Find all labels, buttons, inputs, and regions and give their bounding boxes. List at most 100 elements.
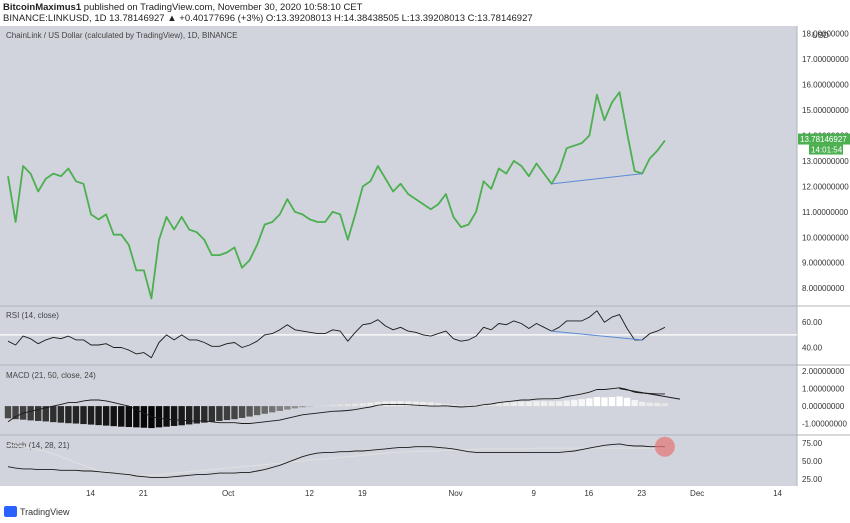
- macd-line: [7, 387, 665, 424]
- x-tick-label-4: 19: [358, 489, 367, 498]
- macd-histogram-bar: [503, 402, 510, 407]
- macd-histogram-bar: [510, 401, 518, 407]
- macd-histogram-bar: [639, 401, 646, 407]
- macd-histogram-bar: [427, 402, 434, 407]
- price-tick-label-4: 12.00000000: [802, 182, 849, 191]
- countdown-badge: [809, 144, 843, 155]
- last-price-badge: [798, 133, 850, 145]
- macd-histogram-bar: [4, 406, 12, 419]
- price-tick-label-0: 8.00000000: [802, 284, 845, 293]
- macd-histogram-bar: [472, 404, 480, 407]
- macd-histogram-bar: [57, 406, 65, 423]
- macd-histogram-bar: [457, 404, 465, 407]
- macd-histogram-bar: [193, 406, 200, 424]
- macd-histogram-bar: [186, 406, 193, 425]
- stoch-tick-label-1: 50.00: [802, 457, 823, 466]
- macd-histogram-bar: [563, 400, 570, 407]
- macd-histogram-bar: [571, 399, 578, 407]
- macd-histogram-bar: [337, 404, 344, 407]
- macd-histogram-bar: [631, 400, 638, 407]
- chart-area[interactable]: ChainLink / US Dollar (calculated by Tra…: [0, 26, 850, 504]
- macd-histogram-bar: [404, 401, 412, 407]
- macd-histogram-bar: [555, 401, 563, 407]
- macd-histogram-bar: [442, 403, 450, 407]
- macd-histogram-bar: [35, 406, 42, 421]
- last-price-label: 13.78146927: [800, 135, 847, 144]
- macd-tick-label-1: 0.00000000: [802, 402, 845, 411]
- x-tick-label-8: 23: [637, 489, 646, 498]
- macd-histogram-bar: [284, 406, 291, 410]
- x-tick-label-7: 16: [584, 489, 593, 498]
- publish-info: BitcoinMaximus1 published on TradingView…: [3, 2, 362, 13]
- macd-histogram-bar: [178, 406, 185, 426]
- price-tick-label-10: 18.00000000: [802, 30, 849, 39]
- x-tick-label-3: 12: [305, 489, 314, 498]
- macd-histogram-bar: [586, 398, 593, 407]
- rsi-pane-title: RSI (14, close): [6, 311, 59, 320]
- price-line: [7, 91, 666, 300]
- rsi-tick-label-1: 60.00: [802, 318, 823, 327]
- macd-histogram-bar: [661, 403, 669, 407]
- macd-histogram-bar: [223, 406, 231, 421]
- macd-histogram-bar: [646, 402, 653, 407]
- macd-histogram-bar: [321, 405, 329, 407]
- macd-histogram-bar: [412, 401, 419, 407]
- macd-histogram-bar: [72, 406, 80, 424]
- macd-histogram-bar: [450, 404, 457, 407]
- macd-histogram-bar: [231, 406, 238, 420]
- stoch-k-line: [7, 443, 665, 478]
- rsi-divergence-trendline: [551, 330, 643, 341]
- x-tick-label-6: 9: [532, 489, 537, 498]
- stoch-highlight-marker: [654, 436, 675, 457]
- macd-histogram-bar: [352, 403, 359, 407]
- macd-histogram-bar: [616, 396, 623, 407]
- macd-tick-label-0: -1.00000000: [802, 420, 847, 429]
- macd-histogram-bar: [238, 406, 246, 418]
- macd-histogram-bar: [389, 401, 397, 407]
- macd-histogram-bar: [488, 403, 495, 407]
- macd-histogram-bar: [593, 397, 601, 407]
- macd-histogram-bar: [654, 402, 661, 407]
- price-tick-label-1: 9.00000000: [802, 259, 845, 268]
- price-tick-label-2: 10.00000000: [802, 233, 849, 242]
- macd-histogram-bar: [80, 406, 87, 425]
- price-pane-title: ChainLink / US Dollar (calculated by Tra…: [6, 31, 238, 40]
- macd-histogram-bar: [140, 406, 148, 428]
- price-tick-label-8: 16.00000000: [802, 81, 849, 90]
- macd-histogram-bar: [148, 406, 155, 429]
- macd-histogram-bar: [344, 404, 351, 407]
- x-tick-label-0: 14: [86, 489, 95, 498]
- macd-histogram-bar: [329, 404, 336, 407]
- macd-histogram-bar: [533, 401, 540, 407]
- price-tick-label-9: 17.00000000: [802, 55, 849, 64]
- macd-histogram-bar: [420, 401, 427, 407]
- macd-histogram-bar: [50, 406, 57, 423]
- x-tick-label-9: Dec: [690, 489, 704, 498]
- price-tick-label-3: 11.00000000: [802, 208, 849, 217]
- macd-histogram-bar: [367, 402, 374, 407]
- macd-tick-label-3: 2.00000000: [802, 367, 845, 376]
- rsi-tick-label-0: 40.00: [802, 344, 823, 353]
- stoch-tick-label-2: 75.00: [802, 439, 823, 448]
- countdown-label: 14:01:54: [811, 146, 843, 155]
- macd-histogram-bar: [601, 397, 608, 407]
- macd-histogram-bar: [253, 406, 261, 416]
- macd-histogram-bar: [246, 406, 253, 417]
- author-name: BitcoinMaximus1: [3, 2, 82, 13]
- macd-histogram-bar: [540, 401, 548, 407]
- publish-date: published on TradingView.com, November 3…: [81, 2, 363, 13]
- macd-histogram-bar: [382, 401, 389, 407]
- macd-histogram-bar: [299, 406, 306, 408]
- macd-tick-label-2: 1.00000000: [802, 385, 845, 394]
- macd-trend-arrow: [619, 388, 681, 400]
- price-support-trendline: [551, 173, 643, 185]
- macd-histogram-bar: [95, 406, 102, 426]
- price-tick-label-5: 13.00000000: [802, 157, 849, 166]
- macd-histogram-bar: [359, 403, 367, 407]
- macd-histogram-bar: [548, 401, 555, 407]
- macd-pane-title: MACD (21, 50, close, 24): [6, 371, 96, 380]
- macd-histogram-bar: [118, 406, 125, 427]
- macd-histogram-bar: [608, 397, 616, 407]
- macd-histogram-bar: [261, 406, 268, 414]
- footer-brand: TradingView: [4, 506, 70, 517]
